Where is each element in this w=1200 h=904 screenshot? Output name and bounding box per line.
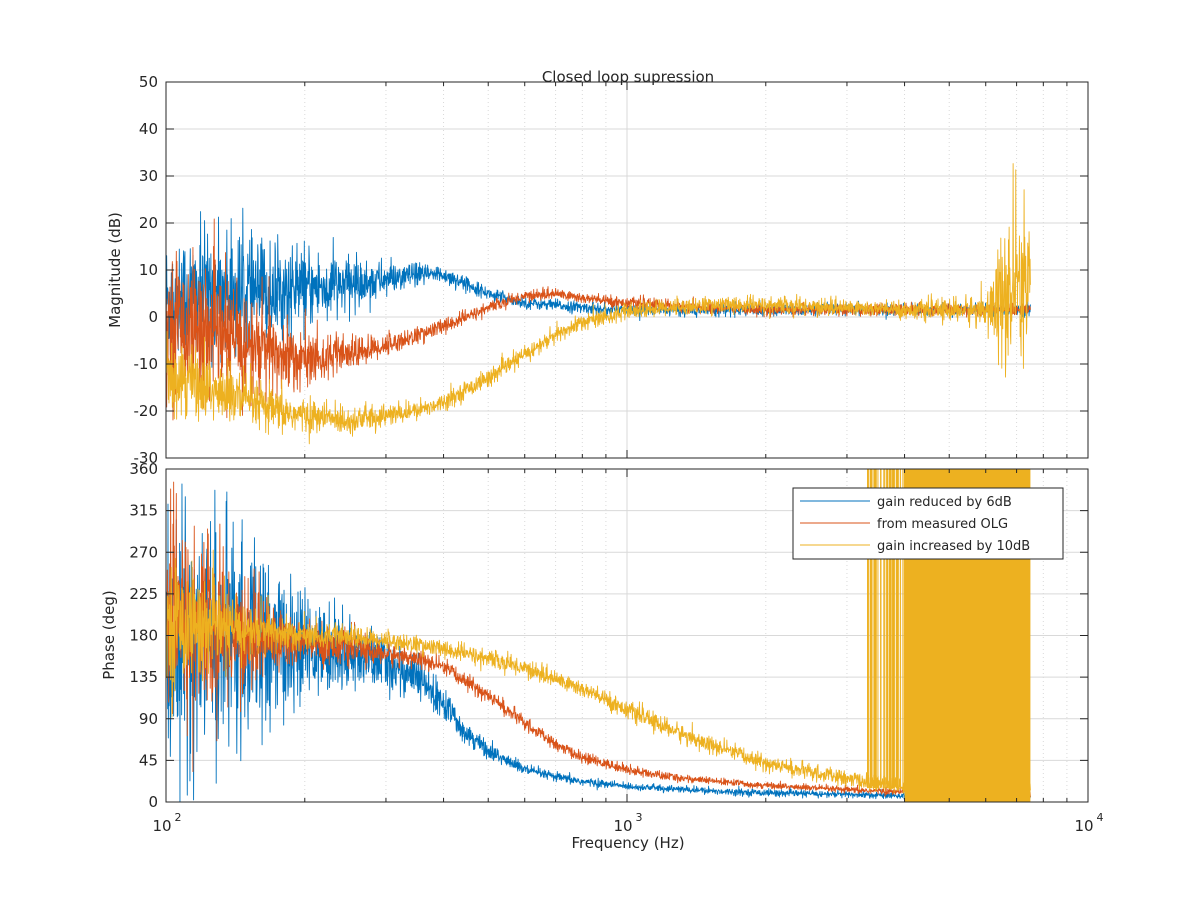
phase-x-tick-label: 10 xyxy=(1074,817,1093,835)
legend-label-increased: gain increased by 10dB xyxy=(877,539,1030,554)
phase-ticks: 0 45 90 135 180 225 270 315 360 10 2 10 3 10 4 xyxy=(129,460,1103,835)
magnitude-ticks: -30 -20 -10 0 10 20 30 40 50 xyxy=(134,73,1089,467)
magnitude-y-tick-label: 50 xyxy=(139,73,158,91)
legend-label-reduced: gain reduced by 6dB xyxy=(877,495,1012,510)
magnitude-y-tick-label: 40 xyxy=(139,120,158,138)
magnitude-y-tick-label: 30 xyxy=(139,167,158,185)
legend: gain reduced by 6dB from measured OLG ga… xyxy=(792,487,1064,560)
phase-y-tick-label: 225 xyxy=(129,585,158,603)
phase-x-tick-label: 10 xyxy=(613,817,632,835)
magnitude-title: Closed loop supression xyxy=(542,68,714,86)
phase-y-tick-label: 0 xyxy=(148,793,158,811)
phase-ylabel: Phase (deg) xyxy=(100,590,118,680)
phase-y-tick-label: 135 xyxy=(129,668,158,686)
magnitude-series xyxy=(166,163,1031,445)
phase-xlabel: Frequency (Hz) xyxy=(571,834,684,852)
phase-y-tick-label: 180 xyxy=(129,627,158,645)
phase-x-tick-label: 10 xyxy=(152,817,171,835)
phase-x-tick-exponent: 2 xyxy=(175,811,182,824)
magnitude-series-from-measured-olg xyxy=(166,218,1031,421)
phase-y-tick-label: 270 xyxy=(129,543,158,561)
phase-y-tick-label: 45 xyxy=(139,751,158,769)
magnitude-y-tick-label: 10 xyxy=(139,261,158,279)
magnitude-ylabel: Magnitude (dB) xyxy=(106,212,124,328)
phase-y-tick-label: 360 xyxy=(129,460,158,478)
phase-x-tick-exponent: 4 xyxy=(1097,811,1104,824)
magnitude-series-gain-increased-by-10db xyxy=(166,163,1031,445)
phase-y-tick-label: 315 xyxy=(129,502,158,520)
phase-x-tick-exponent: 3 xyxy=(636,811,643,824)
magnitude-y-tick-label: 20 xyxy=(139,214,158,232)
magnitude-y-tick-label: -20 xyxy=(134,402,159,420)
phase-y-tick-label: 90 xyxy=(139,710,158,728)
magnitude-y-tick-label: -10 xyxy=(134,355,159,373)
phase-axes: 0 45 90 135 180 225 270 315 360 10 2 10 3 10 4 Phase (… xyxy=(100,460,1104,852)
legend-label-measured: from measured OLG xyxy=(877,517,1008,532)
magnitude-y-tick-label: -30 xyxy=(134,449,159,467)
magnitude-axes: -30 -20 -10 0 10 20 30 40 50 Closed loop supress… xyxy=(106,68,1089,467)
magnitude-y-tick-label: 0 xyxy=(148,308,158,326)
